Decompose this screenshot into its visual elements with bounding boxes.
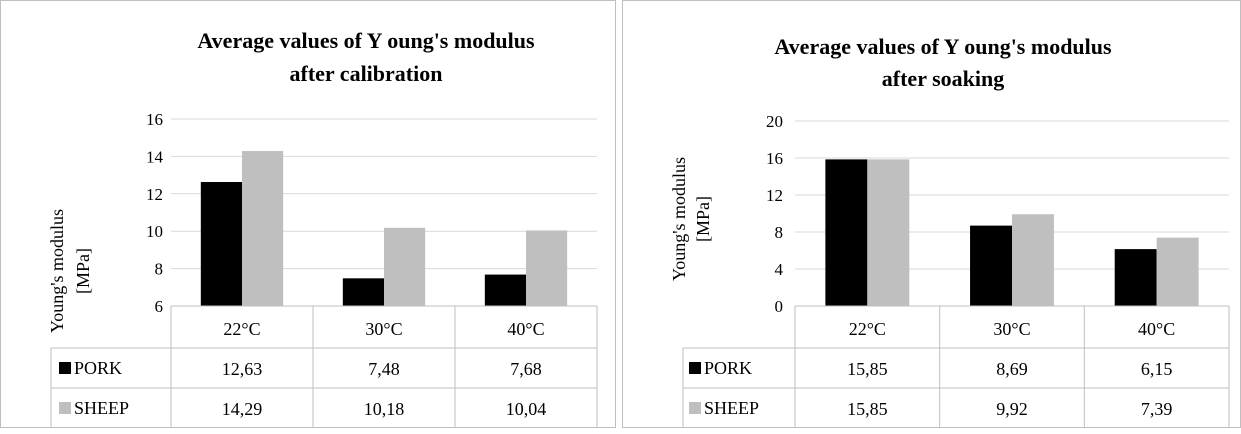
chart-calibration-svg: Average values of Y oung's modulus after … [47,28,598,427]
chart-title-line-1: Average values of Y oung's modulus [774,34,1112,59]
legend-label-sheep: SHEEP [74,398,129,418]
y-tick-label: 4 [775,260,784,279]
data-label: 9,92 [996,399,1028,419]
category-label: 40°C [507,319,544,339]
bar-pork [1114,249,1157,306]
bar-sheep [242,150,284,306]
data-label: 7,68 [510,359,542,379]
bar-pork [484,274,526,306]
category-label: 40°C [1138,319,1175,339]
bar-sheep [867,159,910,306]
bar-sheep [1156,237,1199,306]
chart-title-line-2: after calibration [290,61,443,86]
y-tick-label: 14 [146,147,164,166]
y-tick-label: 8 [155,260,164,279]
chart-panel-soaking: Average values of Y oung's modulus after … [622,0,1241,428]
chart-soaking-svg: Average values of Y oung's modulus after … [669,34,1230,427]
y-axis-title-line-1: Young's modulus [669,157,689,281]
y-tick-label: 16 [766,149,783,168]
bar-pork [342,278,384,306]
data-label: 10,18 [364,399,405,419]
bar-pork [825,159,868,306]
data-label: 6,15 [1141,359,1173,379]
y-tick-label: 8 [775,223,784,242]
bar-pork [200,182,242,306]
category-label: 30°C [993,319,1030,339]
legend-label-pork: PORK [704,358,752,378]
y-tick-label: 10 [146,222,163,241]
chart-panel-calibration: Average values of Y oung's modulus after … [0,0,616,428]
y-tick-label: 6 [155,297,164,316]
data-label: 14,29 [222,399,263,419]
bar-sheep [1012,214,1054,306]
y-tick-label: 12 [766,186,783,205]
data-label: 15,85 [847,399,888,419]
data-label: 8,69 [996,359,1028,379]
y-tick-label: 0 [775,297,784,316]
legend-key-pork [689,362,701,374]
legend-label-sheep: SHEEP [704,398,759,418]
y-axis-title-line-2: [MPa] [73,248,93,294]
category-label: 22°C [223,319,260,339]
chart-title-line-2: after soaking [882,66,1004,91]
data-label: 7,39 [1141,399,1173,419]
data-label: 15,85 [847,359,888,379]
data-label: 12,63 [222,359,263,379]
bar-sheep [526,230,568,306]
category-label: 30°C [365,319,402,339]
category-label: 22°C [849,319,886,339]
chart-title-line-1: Average values of Y oung's modulus [197,28,535,53]
legend-key-sheep [59,402,71,414]
y-axis-title-line-2: [MPa] [693,196,713,242]
y-tick-label: 16 [146,110,163,129]
bar-sheep [384,227,426,306]
legend-key-pork [59,362,71,374]
y-tick-label: 20 [766,112,783,131]
data-label: 7,48 [368,359,400,379]
data-label: 10,04 [506,399,547,419]
bar-pork [970,225,1012,306]
legend-key-sheep [689,402,701,414]
y-axis-title-line-1: Young's modulus [47,209,67,333]
y-tick-label: 12 [146,185,163,204]
legend-label-pork: PORK [74,358,122,378]
